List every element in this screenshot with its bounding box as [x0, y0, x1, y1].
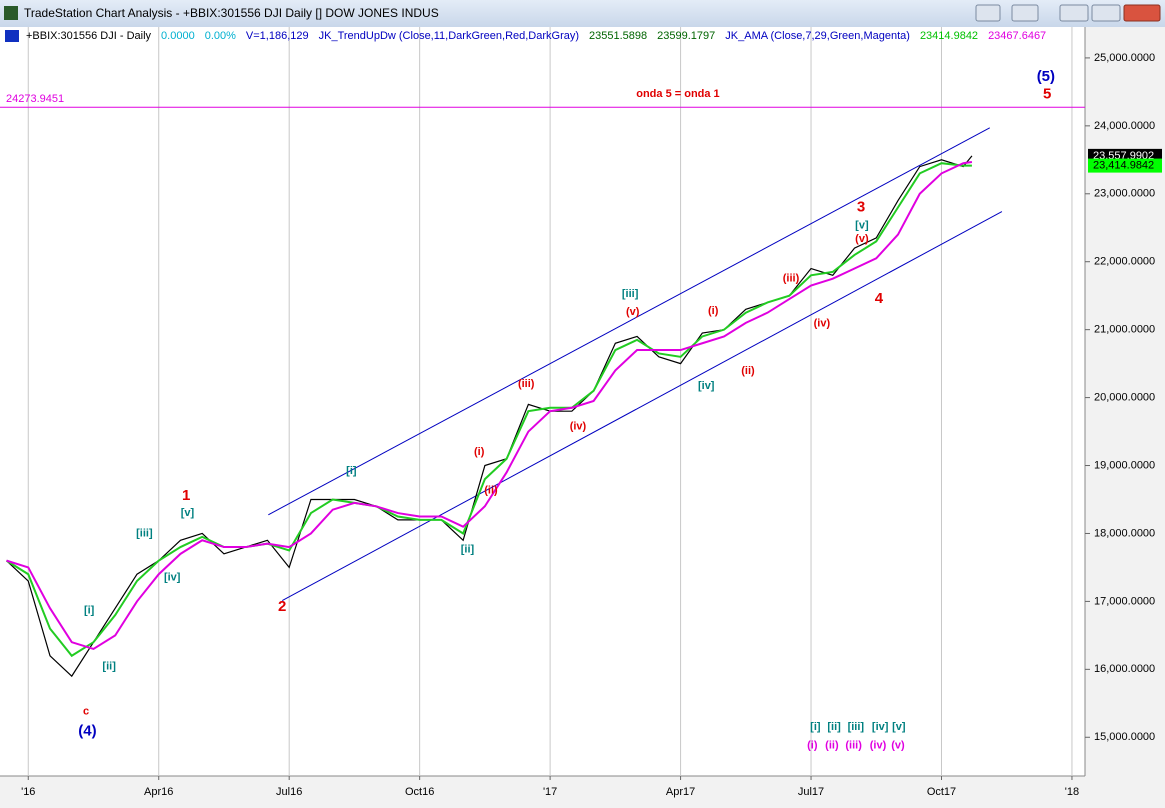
wave-label: (iii) [783, 273, 800, 285]
window-title: TradeStation Chart Analysis - +BBIX:3015… [24, 6, 439, 20]
wave-label: (v) [891, 739, 905, 751]
wave-label: [i] [810, 721, 821, 733]
app-icon [4, 6, 18, 20]
minimize-button[interactable] [1059, 4, 1089, 22]
legend-item: +BBIX:301556 DJI - Daily [26, 30, 152, 42]
wave-label: (iv) [570, 421, 587, 433]
x-tick-label: Oct16 [405, 786, 434, 798]
series-line [5, 162, 972, 658]
legend-item: 0.0000 [161, 30, 195, 42]
wave-label: (v) [626, 306, 640, 318]
x-tick-label: Apr16 [144, 786, 173, 798]
close-button[interactable] [1123, 4, 1161, 22]
wave-label: [i] [84, 604, 95, 616]
last-value-box [1088, 158, 1162, 173]
wave-label: (ii) [825, 739, 839, 751]
x-tick-label: Apr17 [666, 786, 695, 798]
x-tick-label: '16 [21, 786, 35, 798]
maximize-button[interactable] [1091, 4, 1121, 22]
x-tick-label: Jul17 [798, 786, 824, 798]
last-value-label: 23,414.9842 [1093, 159, 1154, 171]
wave-label: (iii) [845, 739, 862, 751]
wave-label: 5 [1043, 86, 1051, 103]
level-label: 24273.9451 [6, 93, 64, 105]
legend-item: 23599.1797 [657, 30, 715, 42]
y-tick-label: 24,000.0000 [1094, 120, 1155, 132]
y-tick-label: 23,000.0000 [1094, 188, 1155, 200]
wave-label: (i) [807, 739, 818, 751]
wave-label: (i) [708, 305, 719, 317]
y-tick-label: 21,000.0000 [1094, 324, 1155, 336]
wave-label: (i) [474, 446, 485, 458]
wave-label: (iv) [814, 317, 831, 329]
price-axis [1085, 27, 1165, 808]
y-tick-label: 15,000.0000 [1094, 731, 1155, 743]
y-tick-label: 25,000.0000 [1094, 52, 1155, 64]
legend-item: JK_AMA (Close,7,29,Green,Magenta) [725, 30, 910, 42]
title-bar [0, 0, 1165, 27]
time-axis [0, 776, 1085, 808]
legend-item: 0.00% [205, 30, 236, 42]
channel-line [281, 211, 1003, 602]
wave-label: 4 [875, 290, 884, 307]
wave-label: [v] [855, 220, 869, 232]
wave-label: c [83, 705, 89, 717]
wave-label: [ii] [461, 544, 475, 556]
wave-label: 3 [857, 198, 865, 215]
legend-item: JK_TrendUpDw (Close,11,DarkGreen,Red,Dar… [319, 30, 579, 42]
y-tick-label: 17,000.0000 [1094, 595, 1155, 607]
chart-area [0, 27, 1165, 808]
x-tick-label: '18 [1065, 786, 1079, 798]
legend-item: V=1,186,129 [246, 30, 309, 42]
series-line [6, 160, 973, 651]
symbol-icon [5, 30, 19, 42]
wave-label: (iii) [518, 378, 535, 390]
series-line [6, 155, 973, 678]
x-tick-label: Oct17 [927, 786, 956, 798]
wave-label: [iv] [164, 572, 181, 584]
wave-label: [iii] [622, 288, 639, 300]
link-button[interactable] [1011, 4, 1039, 22]
x-tick-label: '17 [543, 786, 557, 798]
wave-label: onda 5 = onda 1 [636, 88, 719, 100]
wave-label: (iv) [870, 739, 887, 751]
wave-label: (v) [855, 233, 869, 245]
y-tick-label: 22,000.0000 [1094, 256, 1155, 268]
s-button[interactable] [975, 4, 1001, 22]
channel-line [268, 127, 990, 516]
wave-label: [iii] [136, 528, 153, 540]
legend-item: 23551.5898 [589, 30, 647, 42]
legend-item: 23414.9842 [920, 30, 978, 42]
wave-label: [v] [181, 507, 195, 519]
y-tick-label: 16,000.0000 [1094, 663, 1155, 675]
wave-label: (5) [1037, 68, 1055, 85]
y-tick-label: 19,000.0000 [1094, 459, 1155, 471]
wave-label: [v] [892, 721, 906, 733]
wave-label: [iv] [872, 721, 889, 733]
wave-label: (4) [78, 722, 96, 739]
y-tick-label: 18,000.0000 [1094, 527, 1155, 539]
wave-label: (ii) [741, 365, 755, 377]
wave-label: [i] [346, 465, 357, 477]
wave-label: [iv] [698, 380, 715, 392]
wave-label: [ii] [827, 721, 841, 733]
legend-item: 23467.6467 [988, 30, 1046, 42]
wave-label: 2 [278, 598, 286, 615]
wave-label: (ii) [484, 485, 498, 497]
wave-label: [iii] [848, 721, 865, 733]
wave-label: [ii] [102, 661, 116, 673]
x-tick-label: Jul16 [276, 786, 302, 798]
y-tick-label: 20,000.0000 [1094, 391, 1155, 403]
wave-label: 1 [182, 487, 190, 504]
